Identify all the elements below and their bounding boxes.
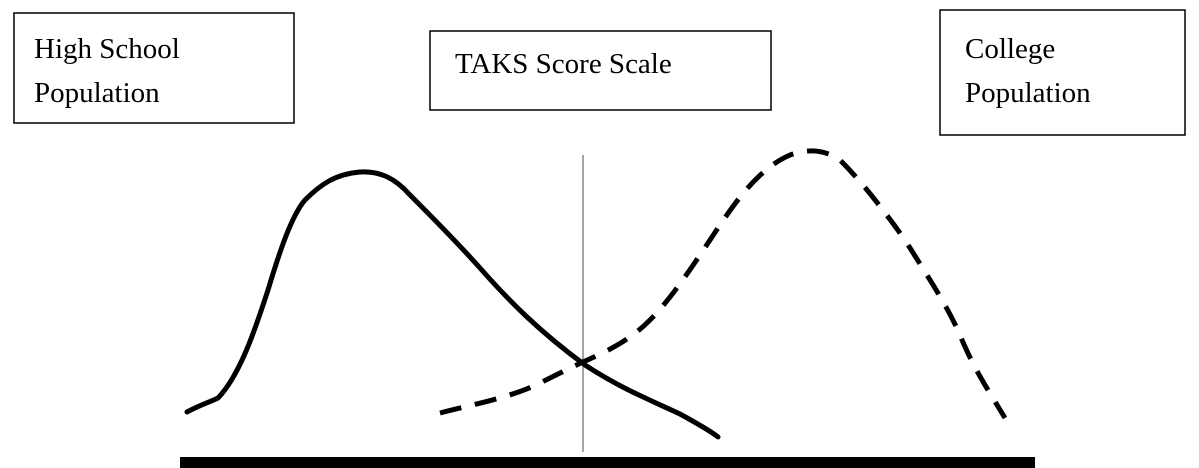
label-text: Population: [34, 77, 160, 109]
label-box: [939, 9, 1186, 136]
scale-bar: [180, 457, 1035, 468]
label-text: Population: [965, 77, 1091, 109]
label-box: [13, 12, 295, 124]
label-text: TAKS Score Scale: [455, 48, 672, 80]
college-curve: [439, 148, 1008, 420]
label-text: College: [965, 33, 1055, 65]
label-box: [429, 30, 772, 111]
high-school-curve: [184, 169, 721, 440]
label-text: High School: [34, 33, 180, 65]
